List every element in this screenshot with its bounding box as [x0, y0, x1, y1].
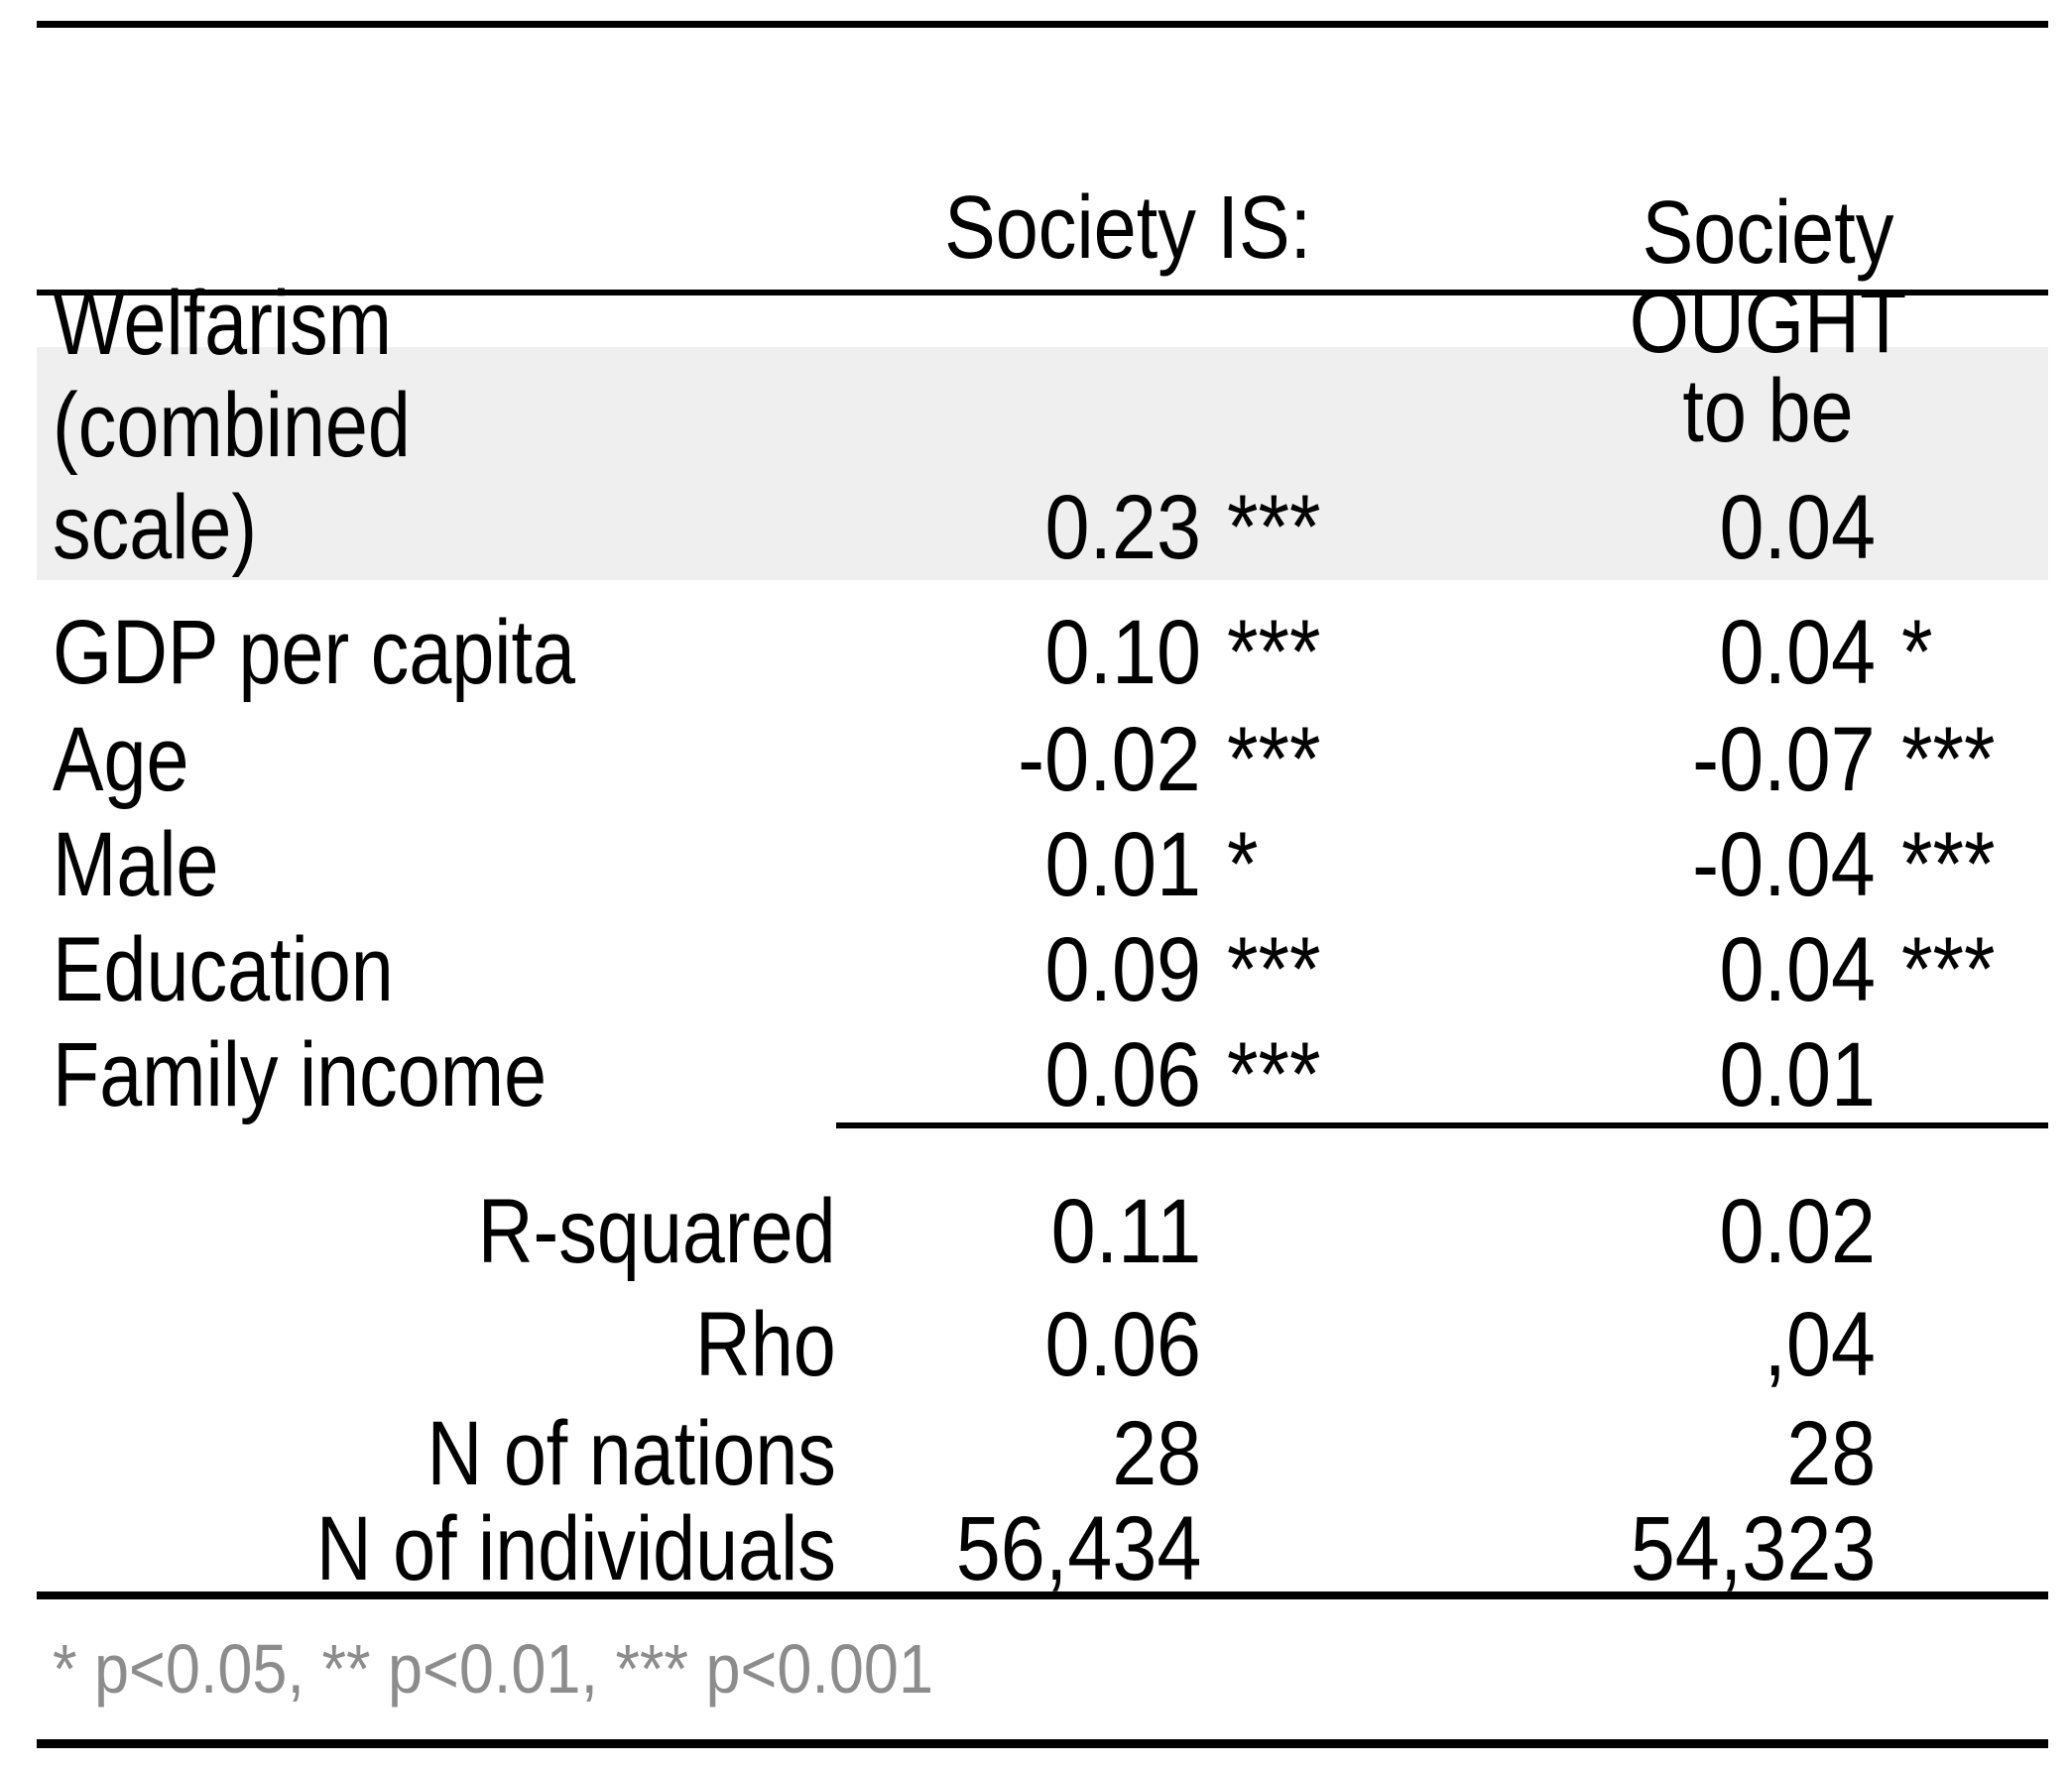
top-rule [37, 21, 2048, 28]
row-label: Education [53, 918, 394, 1020]
stats-bottom-rule [37, 1591, 2048, 1599]
significance-footnote-text: * p<0.05, ** p<0.01, *** p<0.001 [53, 1629, 934, 1708]
row-label: Welfarism (combined scale) [53, 272, 411, 578]
table-row-male: Male 0.01 * -0.04 *** [37, 811, 2048, 918]
ought-significance-stars: *** [1901, 813, 1996, 915]
ought-coefficient: 0.04 [1719, 477, 1876, 578]
ought-stat-value: 0.02 [1719, 1180, 1876, 1282]
column-header-society-ought: Society OUGHT to be [1488, 99, 2048, 456]
significance-footnote: * p<0.05, ** p<0.01, *** p<0.001 [53, 1616, 1640, 1720]
ought-significance-stars: *** [1901, 918, 1996, 1020]
bottom-rule [37, 1739, 2048, 1748]
welfarism-shade-band [37, 347, 2048, 580]
stat-label: R-squared [478, 1180, 836, 1282]
ought-significance-stars: *** [1901, 708, 1996, 810]
ought-coefficient: 0.04 [1719, 601, 1876, 703]
table-row-family-income: Family income 0.06 *** 0.01 [37, 1021, 2048, 1128]
is-significance-stars: *** [1227, 601, 1321, 703]
is-stat-value: 28 [1111, 1402, 1201, 1504]
row-label: Age [53, 708, 189, 810]
is-significance-stars: *** [1227, 477, 1321, 578]
is-coefficient: 0.23 [1044, 477, 1201, 578]
ought-coefficient: 0.01 [1719, 1023, 1876, 1125]
column-header-society-is: Society IS: [836, 178, 1380, 278]
row-label: Family income [53, 1023, 548, 1125]
is-stat-value: 56,434 [955, 1497, 1201, 1599]
column-header-society-ought-label: Society OUGHT to be [1629, 183, 1907, 461]
stats-row-r-squared: R-squared 0.11 0.02 [37, 1178, 2048, 1285]
stat-label: Rho [695, 1293, 836, 1395]
ought-stat-value: 28 [1785, 1402, 1876, 1504]
ought-stat-value: ,04 [1764, 1293, 1876, 1395]
is-stat-value: 0.06 [1044, 1293, 1201, 1395]
is-significance-stars: * [1227, 813, 1259, 915]
header-rule [37, 290, 2048, 295]
stats-row-n-of-individuals: N of individuals 56,434 54,323 [37, 1495, 2048, 1602]
row-label: GDP per capita [53, 601, 575, 703]
stat-label: N of individuals [315, 1497, 836, 1599]
table-row-education: Education 0.09 *** 0.04 *** [37, 916, 2048, 1023]
table-row-gdp-per-capita: GDP per capita 0.10 *** 0.04 * [37, 599, 2048, 706]
ought-coefficient: -0.07 [1692, 708, 1876, 810]
row-label: Male [53, 813, 219, 915]
ought-significance-stars: * [1901, 601, 1933, 703]
is-coefficient: 0.01 [1044, 813, 1201, 915]
stat-label: N of nations [427, 1402, 836, 1504]
is-significance-stars: *** [1227, 1023, 1321, 1125]
is-stat-value: 0.11 [1050, 1180, 1201, 1282]
ought-coefficient: 0.04 [1719, 918, 1876, 1020]
is-coefficient: 0.09 [1044, 918, 1201, 1020]
ought-coefficient: -0.04 [1692, 813, 1876, 915]
is-coefficient: -0.02 [1018, 708, 1201, 810]
coefficients-bottom-rule [836, 1122, 2048, 1128]
stats-row-rho: Rho 0.06 ,04 [37, 1291, 2048, 1398]
column-header-society-is-label: Society IS: [944, 178, 1311, 278]
is-significance-stars: *** [1227, 918, 1321, 1020]
is-significance-stars: *** [1227, 708, 1321, 810]
table-row-age: Age -0.02 *** -0.07 *** [37, 706, 2048, 813]
table-row-welfarism: Welfarism (combined scale) 0.23 *** 0.04 [37, 273, 2048, 588]
stats-row-n-of-nations: N of nations 28 28 [37, 1400, 2048, 1507]
is-coefficient: 0.06 [1044, 1023, 1201, 1125]
is-coefficient: 0.10 [1044, 601, 1201, 703]
ought-stat-value: 54,323 [1630, 1497, 1876, 1599]
